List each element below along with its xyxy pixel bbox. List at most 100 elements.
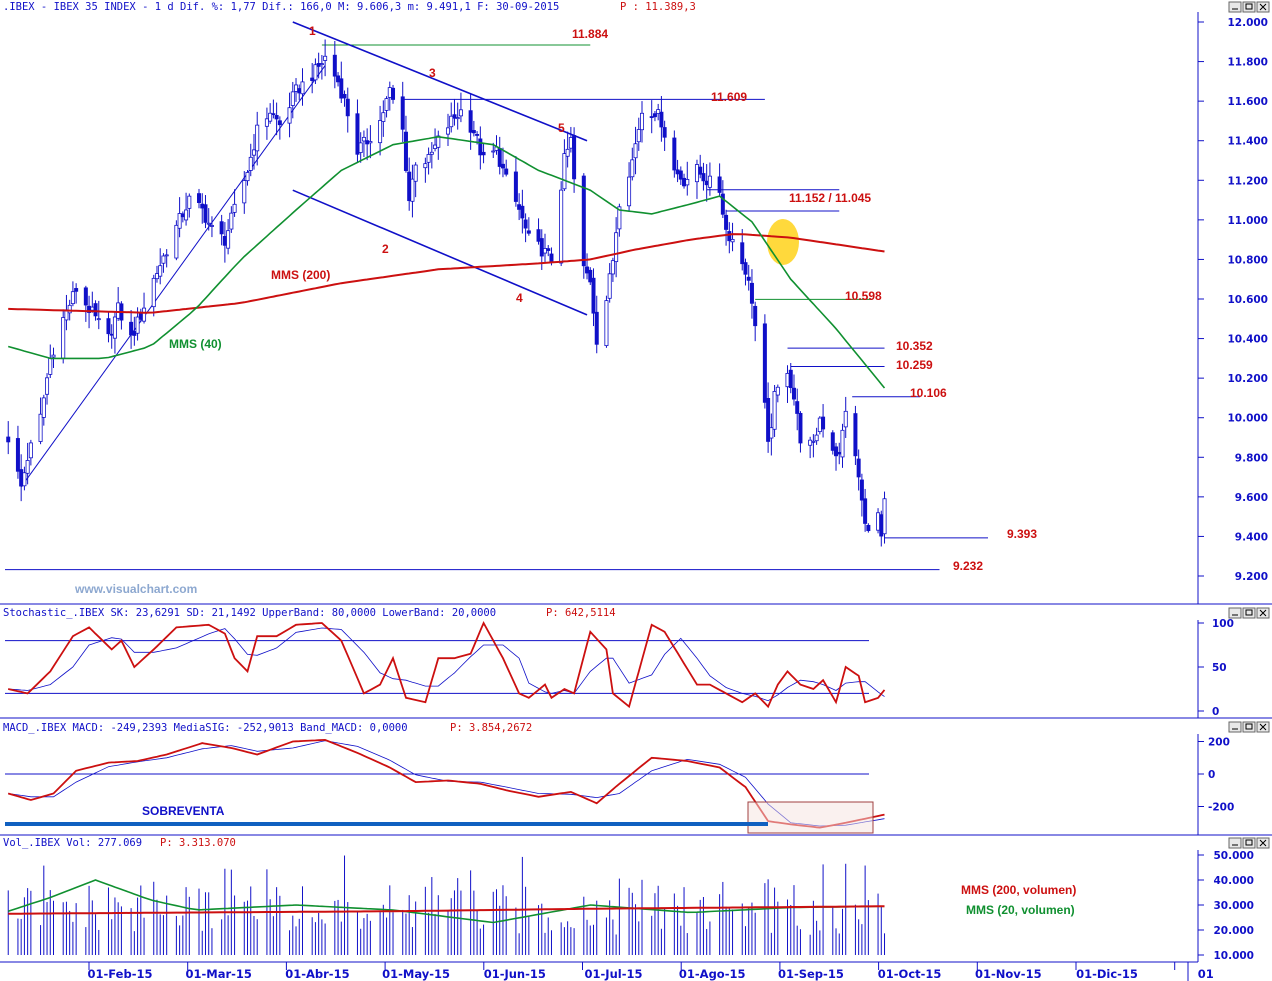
candle-body — [588, 269, 593, 283]
candle-body — [426, 154, 431, 163]
price-tick-label: 11.200 — [1227, 175, 1268, 187]
candle-body — [96, 318, 101, 321]
candle-body — [61, 317, 66, 359]
level-label-11884: 11.884 — [572, 27, 608, 41]
date-tick-label: 01-Abr-15 — [285, 967, 349, 981]
wave-label-2: 2 — [382, 242, 389, 256]
candle-body — [468, 110, 473, 133]
candle-body — [775, 386, 780, 396]
macd-close-button[interactable] — [1256, 721, 1270, 733]
date-tick-label: 01-Dic-15 — [1076, 967, 1138, 981]
candle-body — [633, 143, 638, 159]
candle-body — [652, 113, 657, 118]
candle-body — [22, 472, 27, 487]
vol-close-button[interactable] — [1256, 837, 1270, 849]
candle-body — [830, 432, 835, 451]
candle-body — [323, 55, 328, 61]
vol-header-p: P: 3.313.070 — [160, 837, 236, 849]
date-tick-label: 01-Feb-15 — [88, 967, 153, 981]
vol-minimize-button[interactable] — [1228, 837, 1242, 849]
candle-body — [517, 204, 522, 210]
candle-body — [698, 166, 703, 175]
candle-body — [154, 273, 159, 280]
candle-body — [413, 164, 418, 182]
macd-header: MACD_.IBEX MACD: -249,2393 MediaSIG: -25… — [3, 722, 408, 734]
candle-body — [866, 524, 871, 532]
candle-body — [743, 262, 748, 275]
candle-body — [610, 260, 615, 275]
macd-panel — [5, 738, 885, 829]
trend-lines — [20, 21, 588, 488]
candle-body — [391, 87, 396, 100]
candle-body — [271, 113, 276, 116]
date-tick-label: 01-Nov-15 — [975, 967, 1042, 981]
candle-body — [772, 391, 777, 430]
macd-tick-label: -200 — [1208, 802, 1234, 814]
stoch-minimize-button[interactable] — [1228, 607, 1242, 619]
candle-body — [746, 276, 751, 281]
candle-body — [229, 212, 234, 230]
stochastic-panel — [5, 620, 886, 709]
candle-body — [45, 377, 50, 395]
candle-body — [682, 177, 687, 187]
price-tick-label: 11.400 — [1227, 136, 1268, 148]
candle-body — [429, 151, 434, 155]
candle-body — [313, 64, 318, 81]
macd-highlight-box — [747, 801, 874, 834]
stoch-tick-label: 100 — [1212, 618, 1234, 630]
candle-body — [381, 112, 386, 122]
candle-body — [585, 266, 590, 274]
window-buttons[interactable] — [1228, 1, 1270, 849]
volume-panel — [7, 855, 886, 955]
candle-body — [840, 429, 845, 458]
stoch-tick-label: 0 — [1212, 706, 1219, 718]
price-tick-label: 11.800 — [1227, 57, 1268, 69]
candle-body — [200, 203, 205, 209]
vol-tick-label: 40.000 — [1213, 875, 1254, 887]
candle-body — [769, 427, 774, 439]
price-tick-label: 10.000 — [1227, 413, 1268, 425]
candle-body — [209, 225, 214, 227]
candle-body — [116, 302, 121, 319]
candle-body — [449, 115, 454, 128]
macd-minimize-button[interactable] — [1228, 721, 1242, 733]
price-tick-label: 11.000 — [1227, 215, 1268, 227]
candle-body — [90, 306, 95, 311]
candle-body — [403, 131, 408, 171]
candle-body — [132, 331, 137, 336]
candle-body — [604, 300, 609, 347]
stoch-sd-line — [8, 627, 885, 702]
candle-body — [25, 460, 30, 474]
minimize-button[interactable] — [1228, 1, 1242, 13]
candle-body — [678, 170, 683, 180]
candle-body — [662, 127, 667, 138]
candle-body — [74, 288, 79, 292]
vol-maximize-button[interactable] — [1242, 837, 1256, 849]
candle-body — [226, 230, 231, 249]
macd-maximize-button[interactable] — [1242, 721, 1256, 733]
wave-label-1: 1 — [309, 24, 316, 38]
stoch-close-button[interactable] — [1256, 607, 1270, 619]
stoch-maximize-button[interactable] — [1242, 607, 1256, 619]
candle-body — [785, 373, 790, 388]
wave-label-5: 5 — [558, 121, 565, 135]
candle-body — [70, 291, 75, 305]
candle-body — [617, 206, 622, 230]
candle-body — [562, 153, 567, 190]
candle-body — [724, 214, 729, 230]
candle-body — [361, 136, 366, 142]
candle-body — [297, 88, 302, 94]
candle-body — [834, 446, 839, 457]
price-tick-label: 11.600 — [1227, 96, 1268, 108]
candle-body — [481, 151, 486, 156]
candle-body — [863, 498, 868, 524]
candle-body — [455, 117, 460, 120]
close-button[interactable] — [1256, 1, 1270, 13]
moving-averages — [7, 135, 886, 389]
candle-body — [876, 512, 881, 531]
date-tick-label: 01-Mar-15 — [185, 967, 251, 981]
candle-body — [174, 224, 179, 259]
maximize-button[interactable] — [1242, 1, 1256, 13]
candle-body — [559, 189, 564, 264]
candlesticks — [6, 39, 887, 547]
